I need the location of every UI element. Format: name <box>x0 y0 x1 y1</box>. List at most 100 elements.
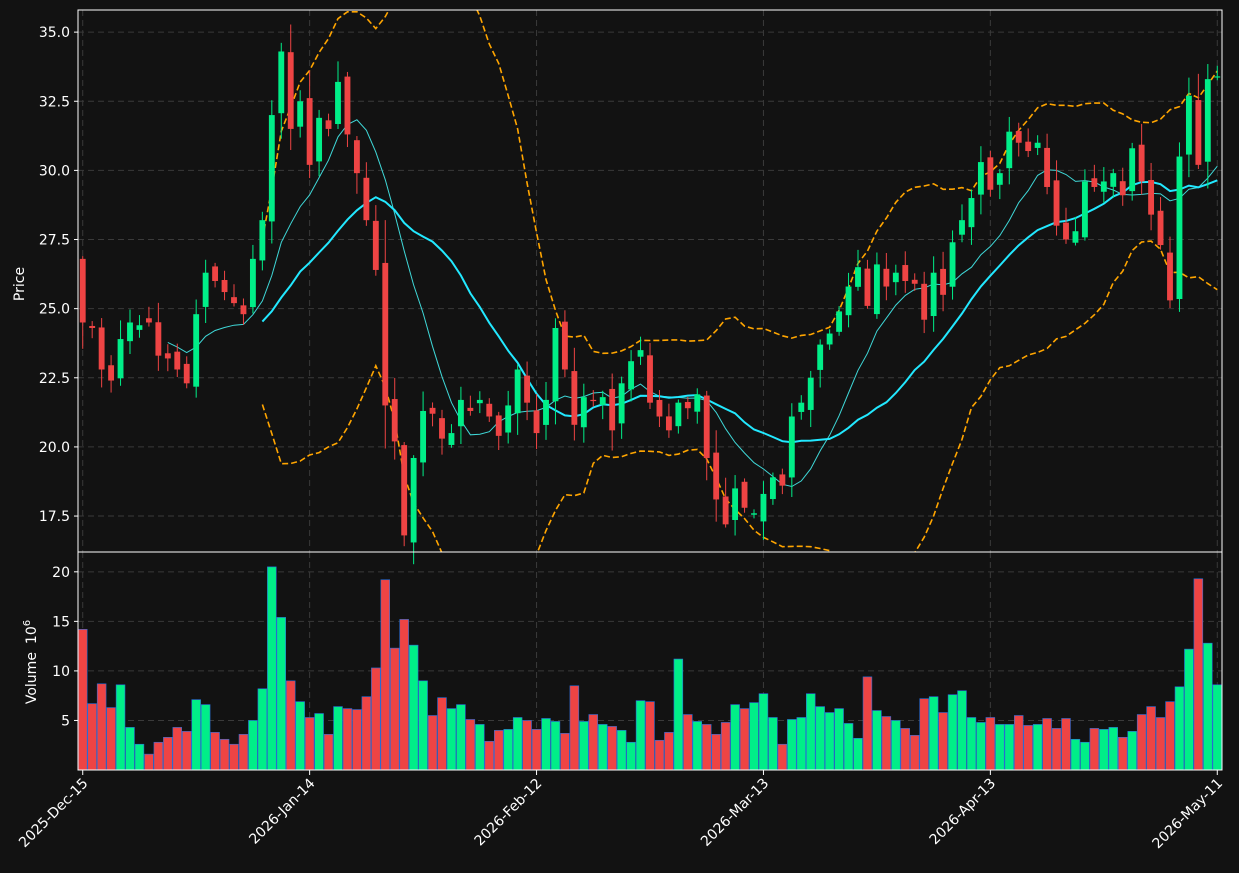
candle-body <box>363 177 370 221</box>
candle-body <box>647 355 653 403</box>
volume-bar <box>342 708 353 771</box>
volume-bar <box>711 734 721 771</box>
volume-bar <box>1146 706 1156 771</box>
candle-body <box>1157 210 1164 246</box>
candle-body <box>1176 156 1183 300</box>
candle-body <box>665 416 672 431</box>
volume-bar <box>616 730 627 771</box>
price-tick-label: 20.0 <box>39 440 70 456</box>
candle-body <box>117 339 124 379</box>
volume-bar <box>437 697 447 771</box>
candle-body <box>656 399 663 417</box>
volume-bar <box>163 736 173 771</box>
candle-body <box>486 403 493 417</box>
volume-bar <box>928 696 939 771</box>
candle-body <box>136 325 143 330</box>
candle-body <box>959 220 965 235</box>
volume-bar <box>701 724 712 771</box>
volume-bar <box>106 707 116 771</box>
volume-bar <box>304 717 315 771</box>
candle-body <box>599 397 606 405</box>
candle-body <box>864 268 871 306</box>
candle-body <box>183 363 190 384</box>
volume-bar <box>1193 578 1204 771</box>
candle-body <box>968 198 975 228</box>
volume-bar <box>267 566 277 771</box>
price-axis-label: Price <box>12 267 28 301</box>
volume-bar <box>248 720 258 771</box>
candle-body <box>732 488 739 521</box>
candle-body <box>1195 100 1202 165</box>
candle-body <box>127 322 133 342</box>
volume-bar <box>957 690 967 771</box>
candle-body <box>845 286 852 316</box>
candle-body <box>996 173 1003 185</box>
volume-bar <box>1023 725 1033 771</box>
volume-axis-label-text: Volume <box>24 652 40 704</box>
volume-bar <box>1013 715 1024 771</box>
candle-body <box>684 401 691 409</box>
volume-bar <box>361 696 372 771</box>
volume-bar <box>1070 738 1081 771</box>
candle-body <box>911 279 918 284</box>
volume-bar <box>1080 741 1090 771</box>
volume-bar <box>456 704 466 771</box>
volume-bar <box>276 617 287 771</box>
volume-bar <box>550 721 561 771</box>
candle-body <box>316 117 323 162</box>
volume-bar <box>560 733 570 771</box>
candle-body <box>552 328 559 402</box>
volume-bar <box>427 715 438 771</box>
candle-body <box>372 220 379 270</box>
candle-body <box>788 416 795 478</box>
volume-bar <box>985 717 996 771</box>
candle-body <box>855 267 861 287</box>
volume-bar <box>569 685 580 771</box>
candle-body <box>410 457 417 543</box>
volume-bar <box>1061 718 1071 771</box>
volume-bar <box>229 743 239 771</box>
volume-bar <box>191 699 201 771</box>
candle-body <box>202 272 209 307</box>
candle-body <box>1034 142 1041 148</box>
candle-body <box>240 305 247 315</box>
volume-bar <box>541 718 551 771</box>
volume-bar <box>465 719 476 771</box>
volume-bar <box>843 723 854 771</box>
candle-body <box>1063 222 1069 240</box>
volume-bar <box>1089 728 1100 771</box>
volume-bar <box>1165 701 1175 771</box>
candle-body <box>344 76 351 135</box>
candle-body <box>231 297 237 304</box>
volume-bar <box>768 717 778 771</box>
volume-bar <box>588 714 599 771</box>
candle-body <box>278 51 285 114</box>
price-candles <box>79 24 1221 565</box>
candle-body <box>1072 231 1079 243</box>
candle-body <box>325 120 332 129</box>
candle-body <box>826 333 833 345</box>
volume-bar <box>1108 727 1119 771</box>
candle-body <box>722 496 729 525</box>
candle-body <box>675 402 682 427</box>
volume-bar <box>408 644 419 771</box>
volume-bar <box>134 743 145 771</box>
volume-bar <box>739 708 750 771</box>
volume-bar <box>1174 686 1185 771</box>
candle-body <box>1081 181 1088 238</box>
candle-body <box>930 272 937 317</box>
volume-bar <box>787 719 797 771</box>
price-tick-label: 30.0 <box>39 163 70 179</box>
candle-body <box>987 157 994 190</box>
candle-body <box>921 283 928 320</box>
candle-body <box>429 407 436 414</box>
candle-body <box>297 101 304 127</box>
candle-body <box>1110 173 1117 187</box>
volume-bar <box>881 716 892 771</box>
candle-body <box>1015 131 1022 143</box>
candle-body <box>495 415 502 436</box>
candle-body <box>401 445 408 536</box>
volume-bar <box>503 729 513 771</box>
volume-bar <box>399 619 409 771</box>
